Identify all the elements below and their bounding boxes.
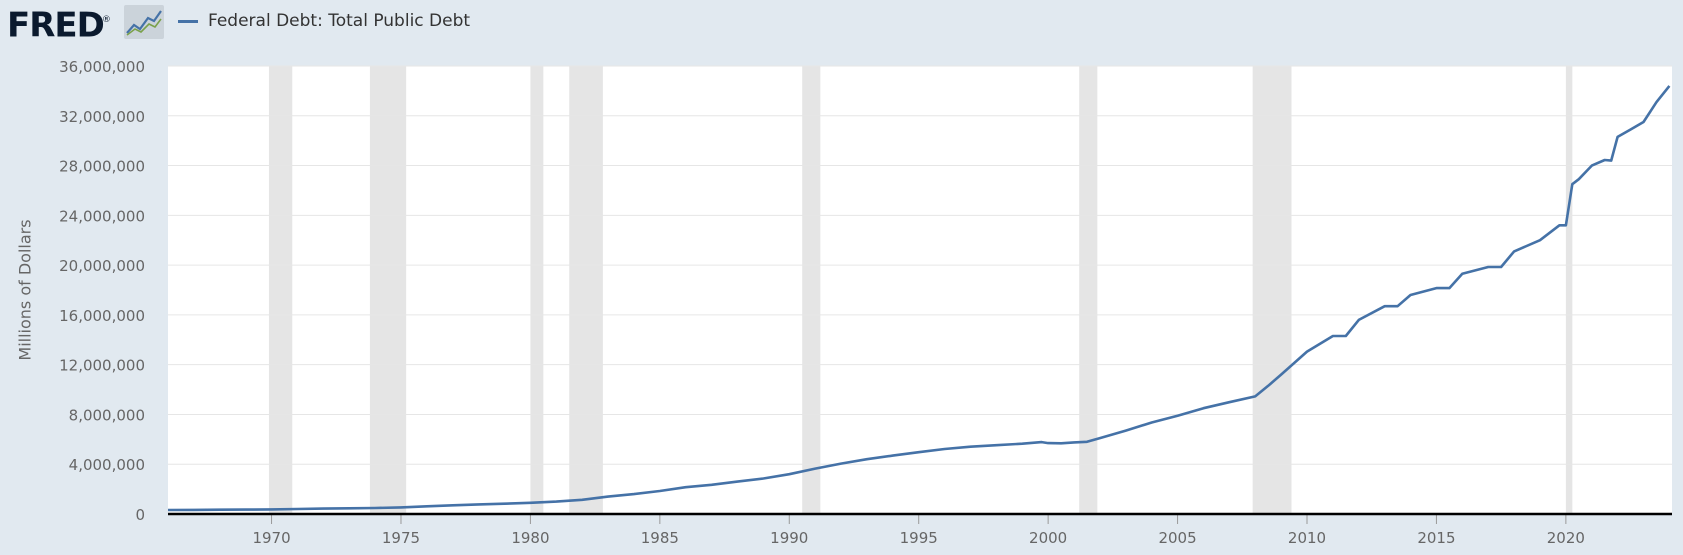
x-tick-label: 1990 xyxy=(770,529,808,547)
recession-band xyxy=(1252,66,1292,514)
x-tick-label: 1995 xyxy=(900,529,938,547)
y-tick-label: 24,000,000 xyxy=(59,207,145,225)
x-tick-label: 1975 xyxy=(382,529,420,547)
registered-mark: ® xyxy=(101,15,111,25)
legend-series-label: Federal Debt: Total Public Debt xyxy=(208,11,471,31)
series-line xyxy=(167,85,1671,512)
x-tick-label: 2010 xyxy=(1288,529,1326,547)
y-tick-label: 4,000,000 xyxy=(69,456,145,474)
plot-area xyxy=(168,66,1672,514)
recession-band xyxy=(530,66,544,514)
x-tick-label: 2020 xyxy=(1547,529,1585,547)
legend-series-swatch xyxy=(178,19,198,23)
recession-band xyxy=(268,66,293,514)
recession-band xyxy=(1079,66,1098,514)
fred-logo-text: FRED xyxy=(7,5,105,46)
recession-band xyxy=(369,66,407,514)
y-tick-label: 12,000,000 xyxy=(59,357,145,375)
x-tick-label: 2000 xyxy=(1029,529,1067,547)
recession-band xyxy=(802,66,821,514)
fred-logo[interactable]: FRED® xyxy=(7,2,112,45)
y-tick-label: 32,000,000 xyxy=(59,108,145,126)
y-tick-label: 0 xyxy=(135,506,145,524)
x-tick-label: 1985 xyxy=(641,529,679,547)
y-tick-label: 16,000,000 xyxy=(59,307,145,325)
header: FRED® Federal Debt: Total Public Debt xyxy=(0,0,1683,45)
x-tick-label: 2015 xyxy=(1417,529,1455,547)
x-tick-label: 1980 xyxy=(511,529,549,547)
y-tick-label: 36,000,000 xyxy=(59,58,145,76)
y-tick-label: 20,000,000 xyxy=(59,257,145,275)
x-tick-label: 2005 xyxy=(1158,529,1196,547)
recession-band xyxy=(569,66,603,514)
y-tick-label: 8,000,000 xyxy=(69,406,145,424)
line-chart-icon-graphic xyxy=(126,10,162,36)
chart-legend[interactable]: Federal Debt: Total Public Debt xyxy=(178,10,470,32)
x-tick-label: 1970 xyxy=(252,529,290,547)
line-chart-icon xyxy=(124,5,164,39)
y-tick-label: 28,000,000 xyxy=(59,158,145,176)
recession-band xyxy=(1565,66,1573,514)
